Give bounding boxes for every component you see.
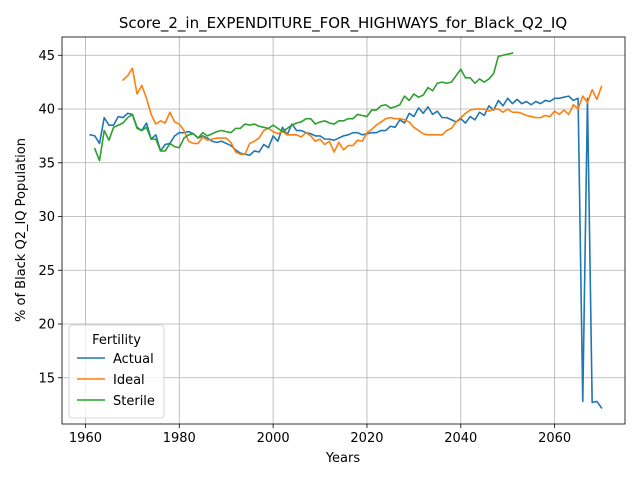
y-tick-label: 25 [38,264,55,279]
x-tick-label: 2060 [538,431,571,446]
series-lines [89,52,603,409]
x-tick-label: 1980 [163,431,196,446]
y-axis-label: % of Black Q2_IQ Population [14,138,29,322]
x-tick-label: 1960 [69,431,102,446]
y-tick-label: 15 [38,371,55,386]
y-tick-label: 40 [38,103,55,118]
y-tick-label: 20 [38,318,55,333]
grid-lines [62,37,625,424]
chart-title: Score_2_in_EXPENDITURE_FOR_HIGHWAYS_for_… [119,14,567,33]
x-axis-label: Years [325,451,361,466]
y-axis-ticks: 15 20 25 30 35 40 45 [38,49,62,386]
y-tick-label: 35 [38,156,55,171]
legend: Fertility Actual Ideal Sterile [68,324,165,419]
legend-label-actual: Actual [113,352,154,367]
x-tick-label: 2040 [444,431,477,446]
y-tick-label: 30 [38,210,55,225]
x-tick-label: 2020 [350,431,383,446]
series-line-actual [89,95,603,409]
legend-label-ideal: Ideal [113,373,145,388]
legend-entries: Actual Ideal Sterile [77,352,155,409]
series-line-ideal [121,67,603,155]
legend-title: Fertility [92,333,141,348]
x-axis-ticks: 1960 1980 2000 2020 2040 2060 [69,424,571,446]
plot-area-frame [61,36,626,425]
series-line-sterile [93,52,514,162]
legend-box [68,324,165,419]
x-tick-label: 2000 [257,431,290,446]
legend-label-sterile: Sterile [113,394,155,409]
y-tick-label: 45 [38,49,55,64]
